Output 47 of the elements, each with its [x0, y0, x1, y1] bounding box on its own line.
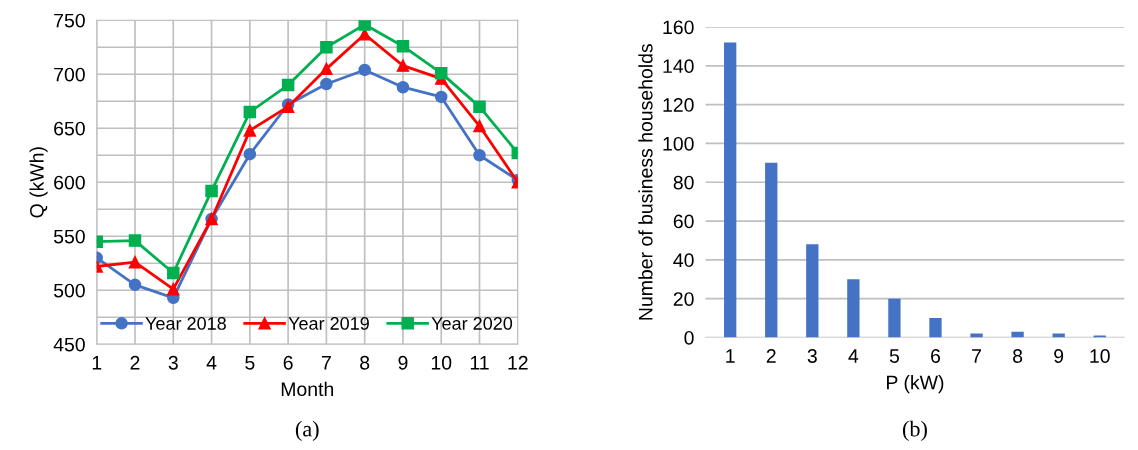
- x-tick-label: 6: [931, 349, 941, 363]
- y-tick-label: 80: [673, 175, 694, 190]
- x-tick-label: 4: [848, 349, 859, 363]
- text: (b): [902, 420, 927, 441]
- x-tick-label: 3: [807, 349, 817, 363]
- x-tick-label: 12: [508, 355, 528, 370]
- y-tick-label: 20: [673, 292, 694, 306]
- x-tick-label: 6: [283, 355, 293, 370]
- y-tick-label: 140: [663, 59, 694, 74]
- y-tick-label: 750: [54, 13, 85, 28]
- x-tick-label: 8: [1013, 349, 1023, 363]
- x-axis-title: P (kW): [887, 375, 944, 394]
- y-axis-title: Number of business households: [638, 44, 653, 320]
- y-tick-label: 0: [684, 330, 694, 345]
- y-tick-label: 120: [663, 98, 694, 112]
- y-tick-label: 500: [53, 283, 85, 298]
- y-tick-label: 550: [53, 229, 85, 244]
- x-tick-label: 8: [360, 355, 370, 370]
- x-tick-label: 11: [470, 356, 489, 370]
- y-tick-label: 700: [54, 67, 85, 82]
- x-tick-label: 7: [321, 356, 331, 370]
- x-tick-label: 7: [972, 349, 981, 363]
- legend-label: Year 2020: [431, 317, 513, 330]
- x-tick-label: 2: [130, 355, 140, 370]
- legend-label: Year 2019: [288, 317, 369, 330]
- x-tick-label: 1: [92, 356, 102, 370]
- x-tick-label: 2: [766, 349, 776, 363]
- x-tick-label: 4: [206, 356, 217, 370]
- x-axis-title: Month: [281, 381, 334, 397]
- y-axis-title: Q (kWh): [29, 147, 48, 218]
- x-tick-label: 10: [1090, 349, 1110, 363]
- x-tick-label: 1: [726, 349, 735, 363]
- y-tick-label: 450: [53, 337, 85, 352]
- y-tick-label: 60: [673, 214, 694, 229]
- y-tick-label: 40: [673, 253, 694, 268]
- x-tick-label: 10: [431, 355, 452, 370]
- y-tick-label: 160: [663, 20, 694, 35]
- y-tick-label: 650: [54, 121, 85, 136]
- x-tick-label: 9: [1054, 349, 1064, 363]
- y-tick-label: 100: [663, 136, 694, 151]
- x-tick-label: 5: [245, 356, 255, 370]
- y-tick-label: 600: [54, 175, 85, 190]
- legend-label: Year 2018: [145, 317, 226, 330]
- text: (a): [295, 420, 319, 441]
- x-tick-label: 3: [168, 355, 178, 370]
- x-tick-label: 5: [889, 349, 900, 363]
- x-tick-label: 9: [398, 355, 408, 370]
